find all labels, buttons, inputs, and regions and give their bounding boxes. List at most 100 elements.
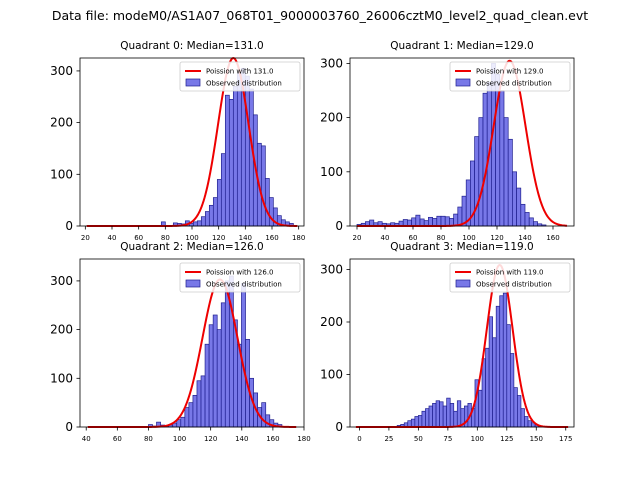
histogram-bar — [208, 324, 214, 428]
histogram-bar — [220, 302, 226, 428]
histogram-bar — [488, 316, 494, 428]
x-tick-label: 80 — [144, 435, 153, 443]
x-tick-label: 100 — [185, 234, 198, 242]
histogram-bar — [509, 353, 515, 428]
subplot-quadrant-3: Quadrant 3: Median=119.0 0 25 50 75 100 125 150… — [320, 241, 575, 443]
axes-frame — [79, 258, 305, 428]
histogram-bar — [481, 358, 486, 428]
legend-fit-label: Poission with 119.0 — [476, 269, 544, 277]
x-tick-label: 75 — [443, 435, 452, 443]
histogram-bar — [453, 213, 459, 227]
legend-fit-label: Poission with 126.0 — [206, 269, 274, 277]
x-tick-label: 120 — [212, 234, 225, 242]
legend-box — [179, 262, 301, 293]
legend: Poission with 129.0 Observed distribution — [449, 61, 571, 92]
histogram-bar — [507, 138, 513, 227]
legend-hist-label: Observed distribution — [206, 80, 282, 88]
legend-hist-label: Observed distribution — [476, 80, 552, 88]
y-tick-label: 200 — [50, 116, 73, 130]
x-tick-label: 80 — [437, 234, 446, 242]
y-tick-label: 0 — [65, 219, 73, 233]
histogram-bar — [520, 408, 525, 428]
legend-hist-swatch — [455, 78, 471, 87]
y-tick-label: 100 — [320, 165, 343, 179]
legend-box — [449, 61, 571, 92]
x-tick-label: 60 — [134, 234, 143, 242]
legend: Poission with 131.0 Observed distribution — [179, 61, 301, 92]
histogram-bar — [224, 94, 230, 227]
subplot-title: Quadrant 0: Median=131.0 — [120, 40, 263, 52]
histogram-bar — [411, 217, 417, 227]
histogram-bar — [212, 314, 218, 428]
y-tick-label: 300 — [320, 56, 343, 70]
histogram-bar — [516, 187, 522, 227]
histogram-bar — [503, 117, 509, 227]
histogram-bar — [499, 295, 504, 428]
histogram-bar — [180, 416, 186, 428]
histogram-bar — [435, 400, 440, 428]
histogram-bar — [512, 171, 517, 227]
y-tick-label: 100 — [320, 368, 343, 382]
histogram-bar — [513, 387, 518, 428]
legend-fit-label: Poission with 131.0 — [206, 68, 274, 76]
x-tick-label: 140 — [518, 234, 531, 242]
subplot-grid: Quadrant 0: Median=131.0 20 40 60 80 100 120 14… — [50, 40, 575, 443]
x-tick-label: 120 — [204, 435, 217, 443]
histogram-bar — [442, 405, 448, 428]
y-tick-label: 300 — [50, 274, 73, 288]
histogram-bar — [216, 179, 222, 227]
histogram-bar — [524, 212, 530, 227]
y-tick-label: 0 — [335, 420, 343, 434]
histogram-bar — [261, 402, 267, 428]
histogram-bar — [474, 136, 480, 227]
histogram-bar — [192, 221, 198, 227]
histogram-bar — [268, 197, 274, 227]
histogram-bar — [449, 403, 455, 428]
x-tick-label: 120 — [490, 234, 503, 242]
histogram-bar — [485, 347, 490, 428]
axes-frame — [349, 57, 575, 227]
x-tick-label: 100 — [462, 234, 475, 242]
y-tick-label: 200 — [320, 315, 343, 329]
histogram-bar — [446, 397, 451, 428]
histogram-bar — [264, 178, 270, 227]
histogram-bar — [453, 410, 458, 428]
x-tick-label: 40 — [381, 234, 390, 242]
x-tick-label: 40 — [82, 435, 91, 443]
histogram-bar — [241, 282, 246, 428]
axes-frame — [349, 258, 575, 428]
x-tick-label: 80 — [161, 234, 170, 242]
legend-hist-label: Observed distribution — [206, 281, 282, 289]
figure-suptitle: Data file: modeM0/AS1A07_068T01_90000037… — [52, 8, 588, 23]
histogram-bar — [232, 86, 238, 227]
histogram-bar — [204, 211, 210, 227]
histogram-bar — [436, 215, 442, 227]
histogram-bar — [428, 216, 433, 227]
subplot-title: Quadrant 1: Median=129.0 — [390, 40, 533, 52]
histogram-bar — [520, 203, 526, 227]
legend: Poission with 119.0 Observed distribution — [449, 262, 571, 293]
histogram-bar — [184, 407, 190, 428]
x-tick-label: 150 — [530, 435, 543, 443]
histogram-bar — [478, 389, 483, 428]
histogram-bar — [196, 380, 202, 428]
x-tick-label: 140 — [239, 234, 252, 242]
legend-fit-label: Poission with 129.0 — [476, 68, 544, 76]
histogram-bar — [200, 216, 206, 227]
histogram-bar — [432, 218, 438, 227]
y-tick-label: 300 — [320, 263, 343, 277]
y-tick-label: 200 — [320, 111, 343, 125]
y-tick-label: 300 — [50, 64, 73, 78]
subplot-title: Quadrant 2: Median=126.0 — [120, 241, 263, 253]
histogram-bars — [148, 275, 283, 428]
subplot-quadrant-1: Quadrant 1: Median=129.0 20 40 60 80 100 120 14… — [320, 40, 575, 242]
x-tick-label: 60 — [409, 234, 418, 242]
histogram-bar — [220, 153, 226, 227]
legend: Poission with 126.0 Observed distribution — [179, 262, 301, 293]
histogram-bar — [244, 75, 250, 227]
histogram-bar — [527, 420, 532, 428]
histogram-bar — [499, 90, 505, 227]
histogram-bar — [502, 292, 508, 428]
x-tick-label: 180 — [297, 435, 310, 443]
